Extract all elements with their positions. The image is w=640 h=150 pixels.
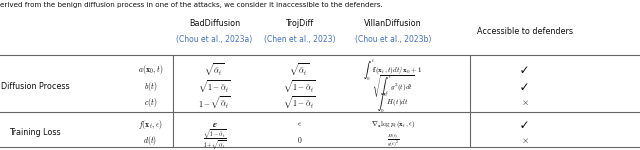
Text: (Chou et al., 2023a): (Chou et al., 2023a) [176,35,253,44]
Text: $\epsilon$: $\epsilon$ [297,120,302,129]
Text: TrojDiff: TrojDiff [285,19,314,28]
Text: $\checkmark$: $\checkmark$ [520,81,529,92]
Text: BadDiffusion: BadDiffusion [189,19,240,28]
Text: $0$: $0$ [297,135,302,145]
Text: $\checkmark$: $\checkmark$ [520,64,529,75]
Text: $\sqrt{\bar{\alpha}_t}$: $\sqrt{\bar{\alpha}_t}$ [289,61,310,78]
Text: erived from the benign diffusion process in one of the attacks, we consider it i: erived from the benign diffusion process… [0,2,383,8]
Text: (Chen et al., 2023): (Chen et al., 2023) [264,35,335,44]
Text: $\sqrt{1-\bar{\alpha}_t}$: $\sqrt{1-\bar{\alpha}_t}$ [283,78,316,95]
Text: Diffusion Process: Diffusion Process [1,82,70,91]
Text: $\frac{\sqrt{1-\bar{\alpha}_t}}{1+\sqrt{\bar{\alpha}_t}}$: $\frac{\sqrt{1-\bar{\alpha}_t}}{1+\sqrt{… [202,127,227,150]
Text: VillanDiffusion: VillanDiffusion [364,19,422,28]
Text: $\int_0^t H(t)dt$: $\int_0^t H(t)dt$ [377,90,409,115]
Text: $\frac{H(t)}{g(t)^2}$: $\frac{H(t)}{g(t)^2}$ [387,132,399,149]
Text: Accessible to defenders: Accessible to defenders [477,27,573,36]
Text: $\int_0^t \mathbf{f}(\mathbf{x}_t,t)dt/\mathbf{x}_0+1$: $\int_0^t \mathbf{f}(\mathbf{x}_t,t)dt/\… [364,57,422,82]
Text: $\boldsymbol{\epsilon}$: $\boldsymbol{\epsilon}$ [211,120,218,129]
Text: $b(t)$: $b(t)$ [144,80,157,93]
Text: $\checkmark$: $\checkmark$ [520,119,529,130]
Text: Training Loss: Training Loss [10,128,61,137]
Text: $1-\sqrt{\bar{\alpha}_t}$: $1-\sqrt{\bar{\alpha}_t}$ [198,94,231,111]
Text: $\sqrt{\int_0^t g^2(t)dt}$: $\sqrt{\int_0^t g^2(t)dt}$ [372,73,414,100]
Text: $\sqrt{1-\bar{\alpha}_t}$: $\sqrt{1-\bar{\alpha}_t}$ [283,94,316,111]
Text: $a(\mathbf{x}_0, t)$: $a(\mathbf{x}_0, t)$ [138,63,163,76]
Text: $\nabla_{\mathbf{x}} \log p_t(\mathbf{x}_t, \epsilon)$: $\nabla_{\mathbf{x}} \log p_t(\mathbf{x}… [371,119,415,130]
Text: $c(t)$: $c(t)$ [144,96,157,109]
Text: $\sqrt{\bar{\alpha}_t}$: $\sqrt{\bar{\alpha}_t}$ [204,61,225,78]
Text: $\sqrt{1-\bar{\alpha}_t}$: $\sqrt{1-\bar{\alpha}_t}$ [198,78,231,95]
Text: (Chou et al., 2023b): (Chou et al., 2023b) [355,35,431,44]
Text: $\times$: $\times$ [521,136,529,145]
Text: $\times$: $\times$ [521,98,529,107]
Text: $f(\mathbf{x}_t, \epsilon)$: $f(\mathbf{x}_t, \epsilon)$ [138,118,163,131]
Text: $d(t)$: $d(t)$ [143,134,157,147]
